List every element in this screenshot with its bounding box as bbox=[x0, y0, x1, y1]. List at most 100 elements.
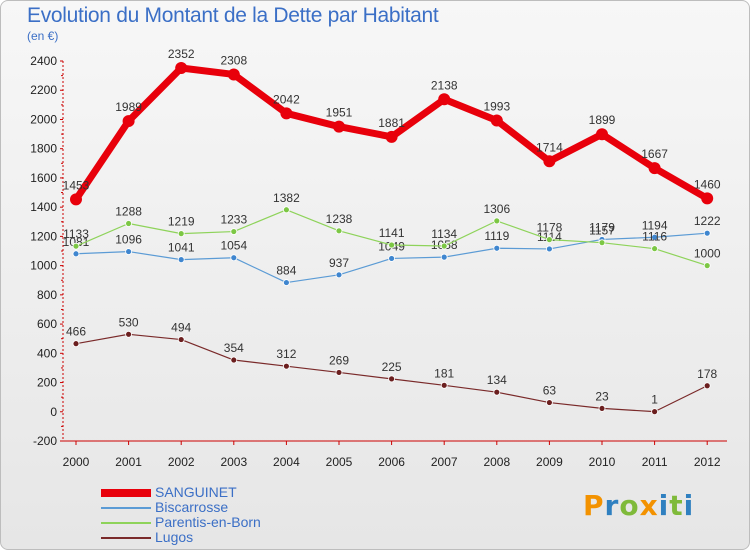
legend-label: Parentis-en-Born bbox=[155, 514, 261, 530]
data-label: 1 bbox=[651, 393, 658, 407]
chart-subtitle: (en €) bbox=[27, 29, 59, 43]
data-point bbox=[703, 382, 711, 390]
data-label: 134 bbox=[487, 373, 507, 387]
data-point bbox=[440, 253, 448, 261]
data-point bbox=[701, 192, 714, 205]
data-point bbox=[546, 236, 553, 244]
data-point bbox=[651, 408, 658, 416]
data-point bbox=[648, 162, 661, 175]
data-point bbox=[125, 220, 132, 227]
y-tick-label: 1200 bbox=[30, 229, 57, 243]
data-point bbox=[440, 242, 448, 250]
x-tick-label: 2007 bbox=[431, 455, 458, 469]
legend-swatch bbox=[101, 522, 151, 524]
data-label: 225 bbox=[382, 360, 402, 374]
data-label: 1222 bbox=[694, 214, 721, 228]
data-label: 2308 bbox=[220, 53, 247, 67]
data-point bbox=[335, 369, 343, 376]
brand-letter: x bbox=[639, 489, 659, 522]
data-label: 494 bbox=[171, 321, 191, 335]
data-point bbox=[72, 250, 80, 258]
data-label: 1041 bbox=[168, 241, 195, 255]
y-tick-label: 1800 bbox=[30, 142, 57, 156]
brand-letter: o bbox=[619, 489, 640, 522]
data-label: 1306 bbox=[483, 202, 510, 216]
data-label: 2138 bbox=[431, 78, 458, 92]
x-tick-label: 2004 bbox=[273, 455, 300, 469]
data-label: 1219 bbox=[168, 215, 195, 229]
data-point bbox=[440, 381, 448, 389]
data-point bbox=[598, 239, 606, 247]
data-label: 937 bbox=[329, 256, 349, 270]
data-label: 354 bbox=[224, 341, 244, 355]
y-tick-label: 800 bbox=[37, 288, 57, 302]
y-tick-label: 2000 bbox=[30, 112, 57, 126]
x-tick-label: 2000 bbox=[63, 455, 90, 469]
data-label: 1157 bbox=[589, 224, 615, 238]
data-point bbox=[177, 256, 185, 264]
data-point bbox=[175, 62, 188, 75]
x-tick-label: 2001 bbox=[115, 455, 142, 469]
brand-letter: r bbox=[604, 489, 620, 522]
data-point bbox=[651, 233, 658, 241]
data-label: 466 bbox=[66, 325, 86, 339]
data-label: 1989 bbox=[115, 100, 142, 114]
data-label: 1453 bbox=[63, 178, 90, 192]
x-tick-label: 2012 bbox=[694, 455, 721, 469]
data-point bbox=[703, 229, 711, 237]
data-point bbox=[703, 262, 711, 270]
chart-title: Evolution du Montant de la Dette par Hab… bbox=[27, 4, 439, 27]
y-tick-label: 1400 bbox=[30, 200, 57, 214]
data-label: 1178 bbox=[536, 221, 562, 235]
legend-swatch bbox=[101, 489, 151, 497]
x-tick-label: 2002 bbox=[168, 455, 195, 469]
brand-letter: t bbox=[669, 489, 684, 522]
legend-swatch bbox=[101, 537, 151, 539]
y-tick-label: 600 bbox=[37, 317, 57, 331]
x-tick-label: 2010 bbox=[589, 455, 616, 469]
y-tick-label: 200 bbox=[37, 376, 57, 390]
y-tick-label: 1000 bbox=[30, 259, 57, 273]
data-point bbox=[546, 245, 553, 253]
y-tick-label: 0 bbox=[50, 405, 57, 419]
data-point bbox=[385, 130, 398, 143]
y-tick-label: 400 bbox=[37, 346, 57, 360]
data-label: 1134 bbox=[431, 227, 457, 241]
y-tick-label: 2200 bbox=[30, 83, 57, 97]
y-tick-label: 2400 bbox=[30, 54, 57, 68]
data-point bbox=[230, 254, 238, 262]
data-label: 530 bbox=[119, 315, 139, 329]
data-point bbox=[177, 336, 185, 343]
data-point bbox=[388, 241, 396, 249]
data-label: 1288 bbox=[115, 205, 142, 219]
data-point bbox=[438, 93, 451, 106]
data-point bbox=[493, 388, 501, 396]
data-label: 1460 bbox=[694, 177, 721, 191]
data-point bbox=[490, 114, 503, 127]
data-point bbox=[70, 193, 82, 206]
data-label: 178 bbox=[697, 367, 717, 381]
data-point bbox=[230, 228, 238, 235]
data-point bbox=[546, 399, 553, 406]
data-label: 1116 bbox=[642, 230, 667, 244]
data-label: 1993 bbox=[483, 99, 510, 113]
data-label: 312 bbox=[276, 347, 296, 361]
data-point bbox=[333, 120, 345, 133]
data-point bbox=[122, 115, 135, 128]
brand-letter: i bbox=[683, 489, 695, 522]
data-point bbox=[493, 217, 501, 225]
data-point bbox=[72, 340, 80, 348]
data-label: 1096 bbox=[115, 233, 142, 247]
legend-swatch bbox=[101, 507, 151, 509]
data-label: 1899 bbox=[589, 113, 616, 127]
brand-letter: P bbox=[583, 489, 605, 522]
data-point bbox=[282, 362, 290, 370]
data-label: 1119 bbox=[484, 229, 509, 243]
data-label: 1081 bbox=[63, 235, 90, 249]
data-point bbox=[335, 271, 343, 279]
data-label: 1714 bbox=[536, 140, 563, 154]
y-tick-label: 1600 bbox=[30, 171, 57, 185]
legend-label: SANGUINET bbox=[155, 484, 237, 500]
data-label: 1133 bbox=[63, 227, 89, 241]
